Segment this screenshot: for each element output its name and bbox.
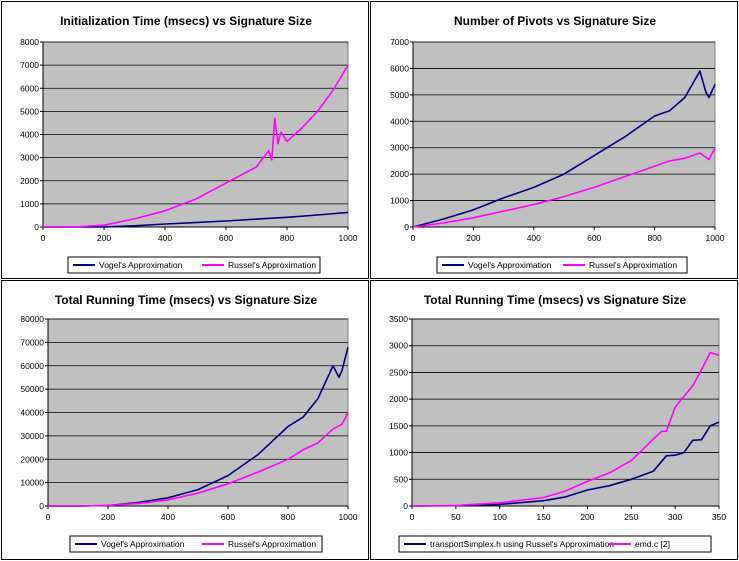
x-tick-label: 200 (466, 233, 480, 243)
x-tick-label: 0 (46, 512, 51, 522)
legend-label-1: Vogel's Approximation (468, 260, 552, 270)
y-tick-label: 0 (404, 222, 409, 232)
chart-title: Total Running Time (msecs) vs Signature … (55, 293, 318, 307)
chart-panel-init-time: Initialization Time (msecs) vs Signature… (1, 1, 369, 279)
y-tick-label: 10000 (20, 478, 44, 488)
chart-panel-running-time: Total Running Time (msecs) vs Signature … (1, 280, 369, 560)
chart-init-time-svg: Initialization Time (msecs) vs Signature… (20, 14, 358, 274)
y-tick-label: 80000 (20, 314, 44, 324)
x-tick-label: 200 (97, 233, 111, 243)
x-tick-label: 1000 (339, 512, 358, 522)
y-tick-label: 3000 (389, 341, 408, 351)
y-tick-label: 70000 (20, 337, 44, 347)
y-tick-label: 3500 (389, 314, 408, 324)
y-tick-label: 5000 (390, 90, 409, 100)
y-tick-label: 0 (34, 222, 39, 232)
y-tick-label: 6000 (390, 63, 409, 73)
legend-label-1: transportSimplex.h using Russel's Approx… (430, 539, 614, 549)
x-tick-label: 1000 (339, 233, 358, 243)
x-tick-label: 1000 (706, 233, 725, 243)
x-tick-label: 50 (451, 512, 461, 522)
x-tick-label: 200 (101, 512, 115, 522)
legend (398, 535, 712, 553)
y-tick-label: 5000 (20, 106, 39, 116)
series-line-1 (43, 211, 349, 228)
x-tick-label: 0 (411, 233, 416, 243)
chart-title: Number of Pivots vs Signature Size (454, 14, 656, 28)
y-tick-label: 0 (403, 501, 408, 511)
x-tick-label: 400 (158, 233, 172, 243)
y-tick-label: 60000 (20, 361, 44, 371)
legend-label-2: Russel's Approximation (228, 539, 316, 549)
series-line-2 (43, 64, 349, 228)
x-tick-label: 600 (587, 233, 601, 243)
legend-label-2: emd.c [2] (635, 539, 670, 549)
y-tick-label: 3000 (20, 153, 39, 163)
x-tick-label: 400 (527, 233, 541, 243)
y-tick-label: 7000 (390, 37, 409, 47)
x-tick-label: 250 (624, 512, 638, 522)
chart-title: Initialization Time (msecs) vs Signature… (60, 14, 312, 28)
x-tick-label: 800 (648, 233, 662, 243)
legend-label-2: Russel's Approximation (589, 260, 677, 270)
x-tick-label: 400 (161, 512, 175, 522)
series-line-2 (411, 351, 720, 507)
x-tick-label: 600 (221, 512, 235, 522)
chart-running-time-svg: Total Running Time (msecs) vs Signature … (20, 293, 358, 553)
plot-area (411, 318, 720, 507)
legend (436, 256, 688, 274)
y-tick-label: 2500 (389, 367, 408, 377)
y-tick-label: 1000 (390, 196, 409, 206)
x-tick-label: 300 (668, 512, 682, 522)
x-tick-label: 100 (493, 512, 507, 522)
plot-area (412, 41, 716, 228)
x-tick-label: 200 (580, 512, 594, 522)
chart-pivots-svg: Number of Pivots vs Signature Size 0 1000 2… (390, 14, 725, 274)
y-tick-label: 0 (39, 501, 44, 511)
x-tick-label: 600 (219, 233, 233, 243)
series-line-2 (412, 147, 716, 228)
x-tick-label: 800 (280, 233, 294, 243)
chart-panel-pivots: Number of Pivots vs Signature Size 0 1000 2… (370, 1, 738, 279)
y-tick-label: 50000 (20, 384, 44, 394)
y-tick-label: 20000 (20, 454, 44, 464)
y-tick-label: 1000 (389, 448, 408, 458)
y-tick-label: 30000 (20, 431, 44, 441)
y-tick-label: 3000 (390, 143, 409, 153)
chart-running-time-emd-svg: Total Running Time (msecs) vs Signature … (389, 293, 726, 553)
legend-label-1: Vogel's Approximation (99, 260, 183, 270)
y-tick-label: 2000 (390, 169, 409, 179)
y-tick-label: 7000 (20, 60, 39, 70)
x-tick-label: 0 (410, 512, 415, 522)
x-tick-label: 800 (281, 512, 295, 522)
chart-title: Total Running Time (msecs) vs Signature … (424, 293, 687, 307)
y-tick-label: 2000 (20, 176, 39, 186)
legend (69, 535, 323, 553)
y-tick-label: 500 (394, 474, 408, 484)
y-tick-label: 2000 (389, 394, 408, 404)
legend-label-1: Vogel's Approximation (101, 539, 185, 549)
chart-panel-running-time-emd: Total Running Time (msecs) vs Signature … (370, 280, 738, 560)
y-tick-label: 40000 (20, 408, 44, 418)
y-tick-label: 6000 (20, 83, 39, 93)
x-tick-label: 350 (712, 512, 726, 522)
x-tick-label: 0 (41, 233, 46, 243)
legend (67, 256, 321, 274)
y-tick-label: 8000 (20, 37, 39, 47)
y-tick-label: 4000 (390, 116, 409, 126)
series-line-1 (411, 421, 720, 507)
y-tick-label: 1500 (389, 421, 408, 431)
series-line-1 (412, 70, 716, 228)
y-tick-label: 4000 (20, 130, 39, 140)
y-tick-label: 1000 (20, 199, 39, 209)
x-tick-label: 150 (536, 512, 550, 522)
legend-label-2: Russel's Approximation (228, 260, 316, 270)
series-line-2 (48, 412, 349, 507)
